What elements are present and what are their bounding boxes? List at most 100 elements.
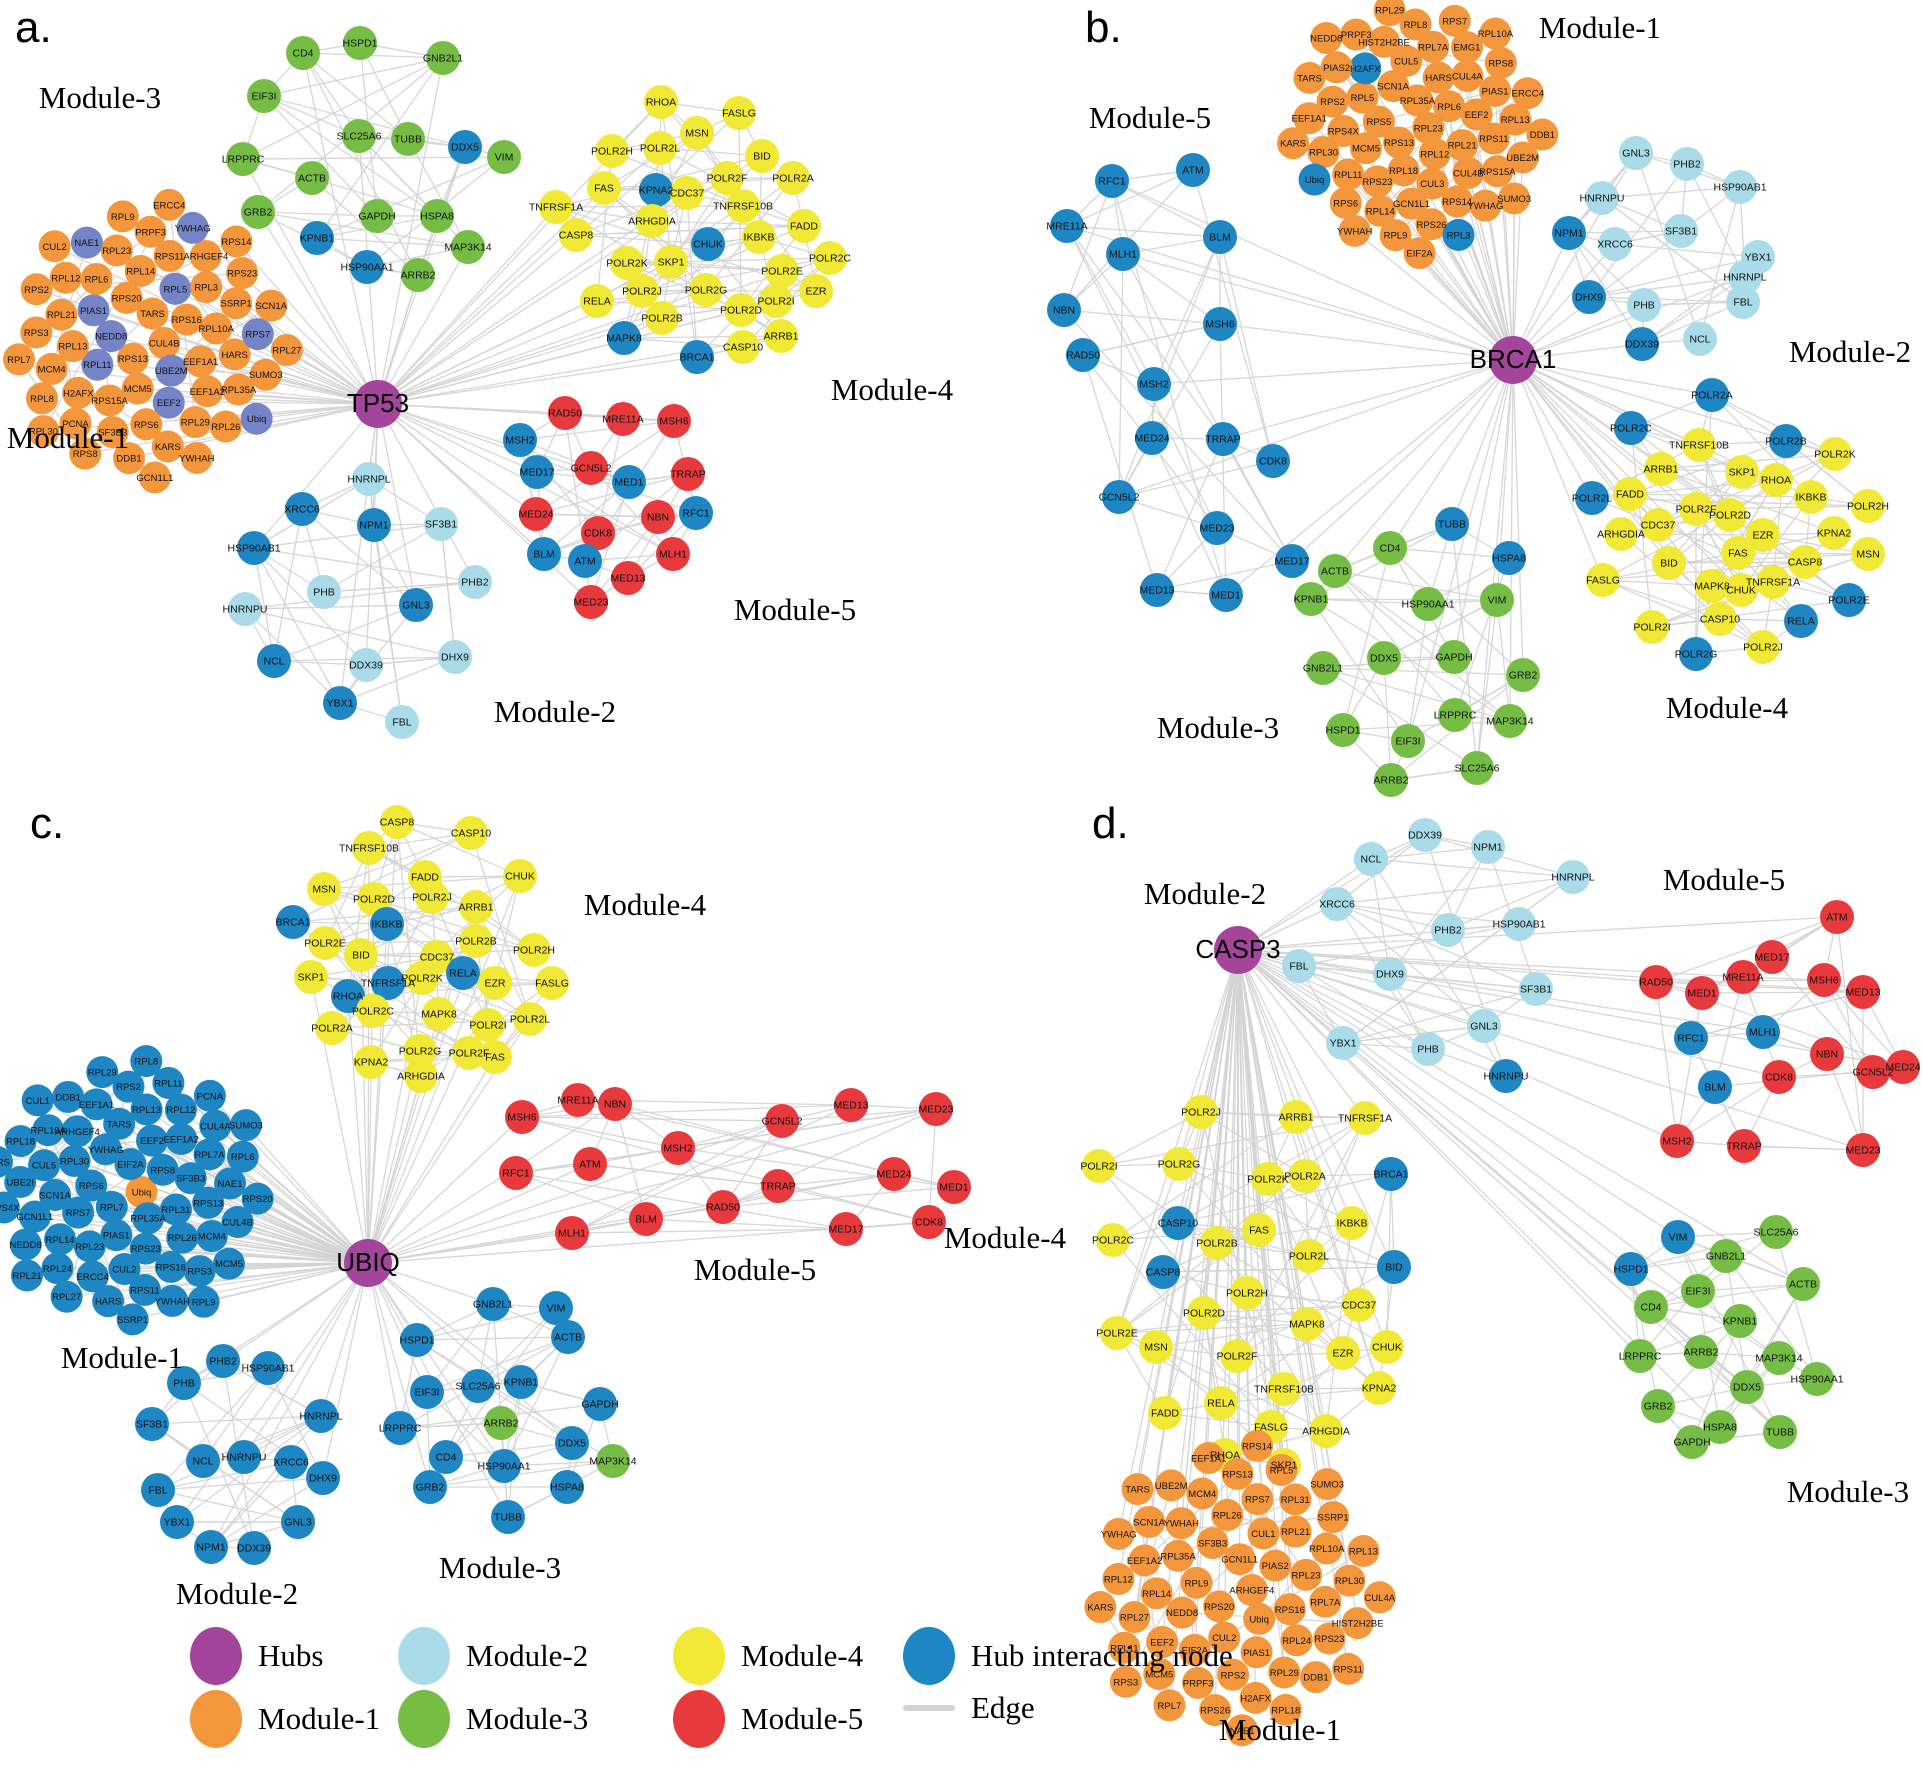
network-node-mapk8[interactable] xyxy=(607,321,641,355)
network-node-ubiq[interactable] xyxy=(1298,163,1331,196)
network-node-rps14[interactable] xyxy=(1441,185,1474,218)
network-node-casp10[interactable] xyxy=(454,816,488,850)
network-node-kars[interactable] xyxy=(1277,127,1310,160)
network-node-rps8[interactable] xyxy=(1484,46,1517,79)
network-node-rpl31[interactable] xyxy=(1279,1483,1312,1516)
network-node-ssrp1[interactable] xyxy=(1317,1501,1350,1534)
network-node-polr2c[interactable] xyxy=(813,241,847,275)
network-node-rpl6[interactable] xyxy=(1433,90,1466,123)
network-node-rpl18[interactable] xyxy=(4,1125,37,1158)
network-node-fadd[interactable] xyxy=(787,209,821,243)
network-node-rpl7a[interactable] xyxy=(1309,1585,1342,1618)
network-node-tnfrsf1a[interactable] xyxy=(371,966,405,1000)
network-node-rps13[interactable] xyxy=(1383,126,1416,159)
network-node-chuk[interactable] xyxy=(503,859,537,893)
network-node-polr2g[interactable] xyxy=(1162,1147,1196,1181)
network-node-ikbkb[interactable] xyxy=(742,220,776,254)
network-node-rps2[interactable] xyxy=(1316,85,1349,118)
network-node-arrb2[interactable] xyxy=(1374,763,1408,797)
network-node-h2afx[interactable] xyxy=(62,376,95,409)
network-node-mlh1[interactable] xyxy=(555,1216,589,1250)
network-node-vim[interactable] xyxy=(1480,583,1514,617)
network-node-dhx9[interactable] xyxy=(1373,957,1407,991)
network-node-ddb1[interactable] xyxy=(1299,1661,1332,1694)
network-node-rfc1[interactable] xyxy=(1674,1021,1708,1055)
network-node-mapk8[interactable] xyxy=(1695,569,1729,603)
network-node-mcm5[interactable] xyxy=(1350,132,1383,165)
network-node-rps2[interactable] xyxy=(112,1070,145,1103)
network-node-tnfrsf10b[interactable] xyxy=(1682,428,1716,462)
network-node-rpl29[interactable] xyxy=(179,406,212,439)
network-node-cul3[interactable] xyxy=(1416,167,1449,200)
network-node-eef2[interactable] xyxy=(1460,98,1493,131)
network-node-polr2l[interactable] xyxy=(513,1002,547,1036)
network-node-actb[interactable] xyxy=(295,161,329,195)
network-node-rpl30[interactable] xyxy=(58,1145,91,1178)
network-node-pias2[interactable] xyxy=(1259,1549,1292,1582)
network-node-rad50[interactable] xyxy=(1639,965,1673,999)
network-node-mlh1[interactable] xyxy=(1746,1015,1780,1049)
network-node-dhx9[interactable] xyxy=(438,640,472,674)
network-node-rpl11[interactable] xyxy=(1332,158,1365,191)
network-node-ddb1[interactable] xyxy=(1526,118,1559,151)
network-node-faslg[interactable] xyxy=(535,966,569,1000)
network-node-tars[interactable] xyxy=(1293,61,1326,94)
network-node-trrap[interactable] xyxy=(761,1169,795,1203)
network-node-gcn5l2[interactable] xyxy=(1856,1055,1890,1089)
network-node-phb2[interactable] xyxy=(206,1344,240,1378)
network-node-brca1[interactable] xyxy=(276,905,310,939)
network-node-hsp90ab1[interactable] xyxy=(237,531,271,565)
network-node-polr2l[interactable] xyxy=(643,131,677,165)
network-node-cul2[interactable] xyxy=(1208,1621,1241,1654)
network-node-arhgdia[interactable] xyxy=(635,204,669,238)
network-node-sumo3[interactable] xyxy=(1311,1468,1344,1501)
network-node-hnrnpu[interactable] xyxy=(1585,181,1619,215)
network-node-rps16[interactable] xyxy=(1273,1593,1306,1626)
network-node-ywhah[interactable] xyxy=(180,441,213,474)
network-node-mcm5[interactable] xyxy=(121,372,154,405)
network-node-polr2h[interactable] xyxy=(595,134,629,168)
network-node-kpna2[interactable] xyxy=(354,1045,388,1079)
network-node-msh2[interactable] xyxy=(503,423,537,457)
network-node-rps23[interactable] xyxy=(1361,165,1394,198)
network-node-ywhag[interactable] xyxy=(1469,189,1502,222)
network-node-med23[interactable] xyxy=(574,585,608,619)
network-node-hist2h2be[interactable] xyxy=(1341,1607,1374,1640)
network-node-med17[interactable] xyxy=(1755,940,1789,974)
network-node-polr2h[interactable] xyxy=(1851,489,1885,523)
network-node-polr2d[interactable] xyxy=(1713,498,1747,532)
network-node-rpl13[interactable] xyxy=(1347,1535,1380,1568)
network-node-cdk8[interactable] xyxy=(581,516,615,550)
network-node-rpl13[interactable] xyxy=(56,330,89,363)
network-node-med1[interactable] xyxy=(1209,578,1243,612)
network-node-rfc1[interactable] xyxy=(499,1156,533,1190)
network-node-rpl6[interactable] xyxy=(80,262,113,295)
network-node-rpl26[interactable] xyxy=(1211,1498,1244,1531)
network-node-rpl18[interactable] xyxy=(1269,1693,1302,1726)
network-node-polr2d[interactable] xyxy=(357,882,391,916)
network-node-rhoa[interactable] xyxy=(331,979,365,1013)
network-node-rpl27[interactable] xyxy=(50,1280,83,1313)
network-node-fas[interactable] xyxy=(1242,1213,1276,1247)
network-node-fadd[interactable] xyxy=(1613,477,1647,511)
network-node-eif2a[interactable] xyxy=(1178,1633,1211,1666)
network-node-cul4a[interactable] xyxy=(1451,59,1484,92)
network-node-chuk[interactable] xyxy=(1724,573,1758,607)
network-node-rps3[interactable] xyxy=(1109,1665,1142,1698)
network-node-casp8[interactable] xyxy=(1146,1255,1180,1289)
network-node-ywhag[interactable] xyxy=(176,211,209,244)
network-node-hspa8[interactable] xyxy=(1492,541,1526,575)
network-node-polr2k[interactable] xyxy=(610,246,644,280)
network-node-rpl3[interactable] xyxy=(190,271,223,304)
network-node-casp8[interactable] xyxy=(559,218,593,252)
network-node-cul5[interactable] xyxy=(28,1149,61,1182)
network-node-hnrnpl[interactable] xyxy=(304,1399,338,1433)
network-node-gnb2l1[interactable] xyxy=(476,1287,510,1321)
network-node-rpl31[interactable] xyxy=(159,1193,192,1226)
network-node-blm[interactable] xyxy=(1698,1070,1732,1104)
network-node-gnl3[interactable] xyxy=(1619,136,1653,170)
network-node-msh6[interactable] xyxy=(657,404,691,438)
network-node-atm[interactable] xyxy=(568,544,602,578)
network-node-pias1[interactable] xyxy=(77,294,110,327)
network-node-lrpprc[interactable] xyxy=(226,142,260,176)
